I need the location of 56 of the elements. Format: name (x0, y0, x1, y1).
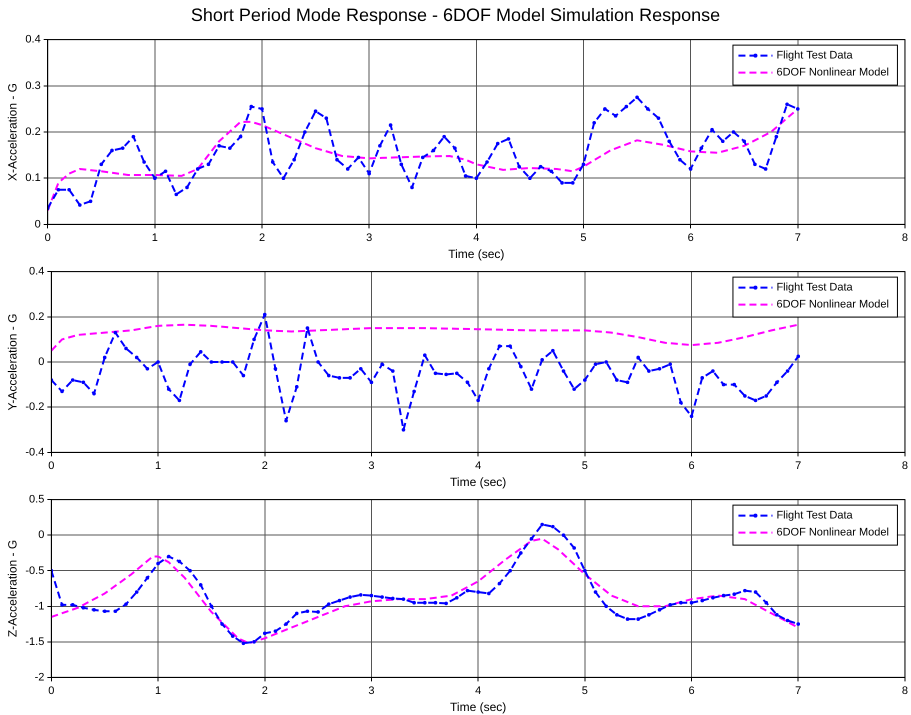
x-tick-label: 3 (368, 685, 375, 698)
x-tick-label: 7 (795, 460, 802, 472)
x-tick-label: 8 (902, 232, 908, 244)
x-tick-label: 6 (688, 460, 695, 472)
y-axis-title: X-Acceleration - G (6, 82, 20, 182)
y-tick-label: -1 (34, 600, 44, 612)
x-tick-label: 3 (368, 460, 375, 472)
x-tick-label: 6 (688, 232, 694, 244)
y-tick-label: 0 (38, 356, 44, 368)
legend-label: Flight Test Data (776, 50, 854, 62)
y-tick-label: -1.5 (25, 636, 44, 648)
line-series (51, 324, 800, 352)
y-tick-label: 0.3 (25, 80, 41, 92)
y-tick-label: 0.2 (25, 126, 41, 138)
x-axis-title: Time (sec) (448, 247, 504, 262)
y-tick-label: 0 (38, 529, 44, 542)
x-tick-label: 4 (475, 460, 482, 472)
x-tick-label: 5 (582, 460, 588, 472)
y-axis-title: Y-Acceleration - G (6, 314, 20, 410)
x-tick-label: 1 (154, 685, 162, 698)
x-tick-label: 3 (366, 232, 372, 244)
y-tick-label: 0.1 (25, 172, 41, 184)
x-tick-label: 4 (475, 685, 482, 698)
legend-label: Flight Test Data (776, 282, 854, 294)
y-tick-label: -0.2 (25, 401, 44, 414)
x-axis-title: Time (sec) (450, 475, 506, 490)
x-tick-label: 4 (473, 232, 480, 244)
x-tick-label: 2 (258, 232, 266, 244)
x-tick-label: 2 (262, 460, 268, 472)
x-tick-label: 6 (688, 685, 695, 698)
x-tick-label: 0 (48, 460, 54, 472)
chart-title: Short Period Mode Response - 6DOF Model Simulation Response (190, 4, 722, 27)
legend-label: 6DOF Nonlinear Model (776, 298, 889, 311)
legend-label: 6DOF Nonlinear Model (776, 66, 889, 79)
y-tick-label: -2 (34, 671, 44, 684)
y-tick-label: 0.2 (29, 310, 44, 323)
x-tick-label: 7 (794, 232, 801, 244)
x-tick-label: 7 (795, 685, 802, 698)
y-tick-label: 0 (34, 218, 41, 230)
x-tick-label: 8 (902, 460, 908, 472)
legend-label: 6DOF Nonlinear Model (776, 526, 889, 539)
x-axis-title: Time (sec) (450, 700, 506, 714)
y-axis-title: Z-Acceleration - G (6, 540, 20, 638)
legend-label: Flight Test Data (776, 510, 854, 522)
x-tick-label: 1 (152, 232, 158, 244)
x-tick-label: 0 (48, 685, 54, 698)
y-tick-label: 0.4 (29, 266, 44, 278)
y-tick-label: -0.4 (25, 446, 44, 458)
y-tick-label: 0.5 (29, 494, 44, 506)
y-tick-label: 0.4 (25, 34, 41, 46)
x-tick-label: 8 (902, 685, 908, 698)
x-tick-label: 5 (580, 232, 587, 244)
x-tick-label: 2 (262, 685, 268, 698)
x-tick-label: 5 (582, 685, 588, 698)
x-tick-label: 1 (154, 460, 162, 472)
y-tick-label: -0.5 (25, 564, 44, 577)
